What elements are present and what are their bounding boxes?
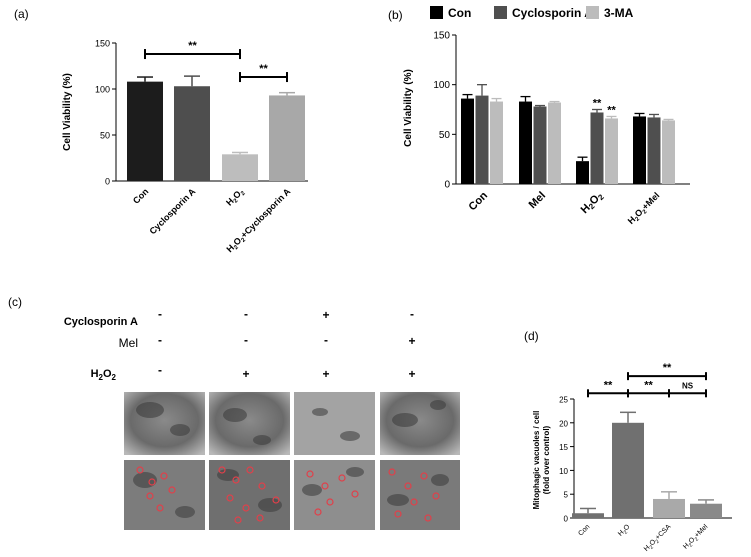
chart-b-bar: [576, 161, 589, 184]
chart-d-x-tick-label: H2O2+CSA: [643, 523, 674, 554]
mark-r1-c2: -: [324, 333, 328, 347]
chart-d-ylabel2: (fold over control): [542, 425, 551, 494]
mark-r0-c3: -: [410, 307, 414, 321]
mark-r0-c2: +: [322, 308, 329, 322]
chart-a-y-tick-label: 150: [95, 39, 110, 49]
panel-c-treatment-matrix: Cyclosporin A Mel H2O2 - - + - - - - + -…: [64, 307, 416, 382]
chart-b-x-tick-label: H2O2+Mel: [626, 190, 663, 227]
mark-r1-c1: -: [244, 333, 248, 347]
row-label-mel: Mel: [119, 336, 138, 350]
micrograph-r1-c0: [124, 460, 205, 530]
micrograph-grid: [124, 392, 460, 530]
chart-b-bar: [647, 117, 661, 184]
chart-b: 0 50 100 150 Cell Viability (%) Con Cyclospori…: [403, 6, 690, 227]
chart-d-bar: [612, 422, 644, 518]
chart-b-bar: [461, 98, 474, 184]
chart-d-x-tick-label: H2O2+Mel: [682, 523, 711, 552]
chart-b-bar: [519, 101, 532, 184]
chart-d-x-tick-label: Con: [577, 523, 591, 537]
chart-b-bar: [662, 120, 675, 184]
chart-b-y-tick-label: 50: [439, 130, 451, 141]
chart-a-bar: [127, 81, 163, 181]
mark-r2-c2: +: [322, 367, 329, 381]
chart-a-x-tick-label: Cyclosporin A: [147, 186, 197, 236]
chart-a-sig-label: **: [259, 63, 268, 75]
chart-b-bar: [475, 95, 489, 184]
chart-b-legend-label: Cyclosporin A: [512, 6, 593, 20]
chart-d-y-tick-label: 25: [559, 396, 568, 405]
micrograph-r0-c3: [380, 392, 460, 455]
chart-b-x-tick-label: Con: [467, 189, 491, 213]
micrograph-r0-c1: [209, 392, 290, 455]
chart-b-legend-swatch: [430, 6, 443, 19]
chart-a-y-tick-label: 50: [100, 131, 110, 141]
chart-d-ylabel: Mitophagic vacuoles / cell: [532, 411, 541, 510]
chart-b-bar: [548, 102, 561, 184]
chart-a-y-tick-label: 100: [95, 85, 110, 95]
panel-d-label: (d): [524, 329, 539, 343]
chart-b-sig-label: **: [607, 104, 616, 116]
chart-a-bar: [174, 86, 210, 181]
chart-a-x-tick-label: H2O2: [224, 186, 247, 209]
chart-d: 0 5 10 15 20 25 Mitophagic vacuoles / cell (fol…: [532, 362, 732, 554]
micrograph-texture: [133, 400, 449, 518]
chart-b-bar: [490, 101, 503, 184]
chart-b-legend-label: Con: [448, 6, 471, 20]
chart-b-legend-swatch: [586, 6, 599, 19]
chart-a: 0 50 100 150 Cell Viability (%) ConCyclospori…: [62, 39, 308, 254]
chart-d-sig-label: **: [644, 379, 653, 391]
mark-r0-c1: -: [244, 307, 248, 321]
chart-d-x-tick-label: H2O: [617, 523, 633, 539]
chart-a-bar: [222, 154, 258, 181]
mark-r1-c0: -: [158, 333, 162, 347]
chart-a-ylabel: Cell Viability (%): [62, 73, 73, 151]
chart-d-sig-label: NS: [682, 381, 694, 390]
chart-b-sig-label: **: [593, 98, 602, 110]
chart-d-sig-label: **: [604, 379, 613, 391]
chart-b-bar: [533, 106, 547, 184]
micrograph-r0-c0: [124, 392, 205, 455]
chart-a-bar: [269, 95, 305, 181]
chart-b-legend-label: 3-MA: [604, 6, 634, 20]
mark-r2-c3: +: [408, 367, 415, 381]
chart-b-y-tick-label: 100: [433, 80, 450, 91]
chart-b-bar: [605, 118, 618, 184]
vacuole-markers: [136, 466, 440, 524]
chart-b-bar: [633, 116, 646, 184]
micrograph-r0-c2: [294, 392, 375, 455]
panel-a-label: (a): [14, 7, 29, 21]
chart-d-y-tick-label: 15: [559, 443, 568, 452]
mark-r2-c0: -: [158, 363, 162, 377]
chart-d-bar: [690, 503, 722, 518]
chart-a-sig-label: **: [188, 40, 197, 52]
chart-b-bar: [590, 112, 604, 184]
chart-d-y-tick-label: 0: [564, 515, 569, 524]
chart-b-legend-swatch: [494, 6, 507, 19]
chart-b-y-tick-label: 150: [433, 31, 450, 42]
chart-d-y-tick-label: 5: [564, 491, 569, 500]
chart-a-y-tick-label: 0: [105, 177, 110, 187]
mark-r0-c0: -: [158, 307, 162, 321]
chart-a-x-tick-label: Con: [131, 186, 150, 205]
panel-c-label: (c): [8, 295, 22, 309]
mark-r2-c1: +: [242, 367, 249, 381]
chart-d-y-tick-label: 20: [559, 419, 568, 428]
row-label-cyclosporin: Cyclosporin A: [64, 316, 138, 328]
chart-b-x-tick-label: Mel: [527, 190, 548, 211]
chart-d-bar: [572, 513, 604, 518]
chart-b-x-tick-label: H2O2: [579, 189, 607, 217]
row-label-h2o2: H2O2: [91, 368, 117, 382]
chart-b-ylabel: Cell Viability (%): [403, 69, 414, 147]
chart-d-y-tick-label: 10: [559, 467, 568, 476]
panel-b-label: (b): [388, 8, 403, 22]
chart-d-bar: [653, 498, 685, 518]
chart-d-sig-label: **: [663, 362, 672, 374]
mark-r1-c3: +: [408, 334, 415, 348]
chart-b-y-tick-label: 0: [444, 180, 450, 191]
